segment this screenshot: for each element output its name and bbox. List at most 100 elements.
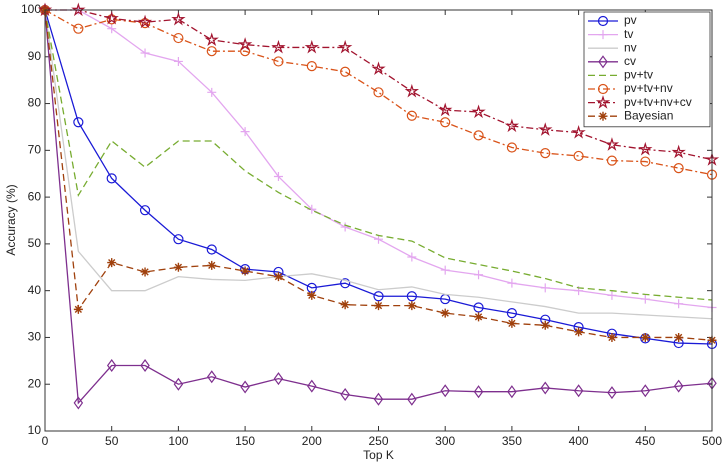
marker [440,265,450,275]
legend-box [583,11,711,128]
marker [504,118,520,133]
marker [207,370,217,384]
marker [571,125,586,139]
legend-marker [598,111,608,121]
marker [337,39,353,54]
marker [604,137,620,151]
marker [173,234,184,245]
marker [273,172,283,182]
marker [173,262,183,272]
marker [538,122,553,136]
x-tick-label: 500 [702,434,722,448]
marker [207,87,217,97]
marker [73,23,84,34]
series-line [44,9,713,345]
marker [106,173,117,184]
x-tick-label: 250 [368,434,388,448]
x-tick-label: 450 [635,434,655,448]
marker [673,379,684,393]
legend-marker [597,15,609,27]
marker [73,117,84,128]
marker [640,294,650,304]
marker [474,270,484,280]
legend-label: tv [624,27,633,41]
y-tick-label: 50 [28,236,42,250]
marker [506,142,517,153]
marker [373,87,384,98]
marker [104,10,119,25]
marker [340,222,350,232]
y-tick-label: 90 [28,49,42,63]
marker [674,299,684,309]
marker [307,379,317,393]
y-tick-label: 40 [28,283,42,297]
marker [137,14,153,29]
marker [374,301,383,311]
marker [607,386,617,400]
marker [407,301,417,311]
marker [373,392,384,406]
y-axis-label: Accuracy (%) [4,184,18,255]
marker [674,332,684,342]
marker [673,163,684,174]
marker [440,308,450,318]
marker [607,332,617,342]
y-tick-label: 30 [28,330,42,344]
y-tick-label: 100 [21,2,41,16]
marker [340,66,351,77]
marker [540,320,550,330]
series-line [44,9,713,301]
marker [340,278,351,289]
series-line [44,9,713,176]
marker [307,290,317,300]
marker [240,266,250,276]
x-tick-label: 100 [168,434,188,448]
y-tick-label: 60 [28,189,42,203]
marker [173,32,184,44]
marker [340,300,350,310]
x-tick-label: 200 [302,434,322,448]
marker [139,205,151,216]
marker [140,267,150,277]
marker [407,252,417,262]
marker [473,302,484,313]
marker [574,327,584,337]
marker [573,150,584,162]
legend-label: nv [624,40,637,54]
marker [107,258,117,268]
marker [440,117,451,128]
marker [640,332,650,342]
y-tick-label: 70 [28,143,42,157]
marker [540,148,551,159]
x-tick-label: 150 [235,434,255,448]
marker [440,384,450,398]
marker [306,61,317,72]
marker [507,278,517,288]
y-tick-label: 80 [28,96,42,110]
marker [404,83,420,98]
marker [171,11,186,26]
marker [438,102,453,117]
marker [71,2,86,17]
marker [506,308,517,319]
marker [638,141,653,156]
marker [73,396,84,410]
x-tick-label: 50 [105,434,119,448]
marker [273,272,283,282]
marker [207,260,217,270]
marker [340,387,350,402]
marker [540,283,550,293]
series-line [45,9,713,161]
marker [273,56,284,67]
marker [573,384,584,398]
x-tick-label: 0 [42,434,49,448]
marker [507,385,517,399]
x-tick-label: 350 [502,434,522,448]
marker [471,104,486,119]
legend-label: pv [624,13,637,27]
plot-frame [44,9,713,432]
y-tick-label: 10 [28,423,42,437]
marker [407,392,417,406]
legend-marker [598,55,608,69]
